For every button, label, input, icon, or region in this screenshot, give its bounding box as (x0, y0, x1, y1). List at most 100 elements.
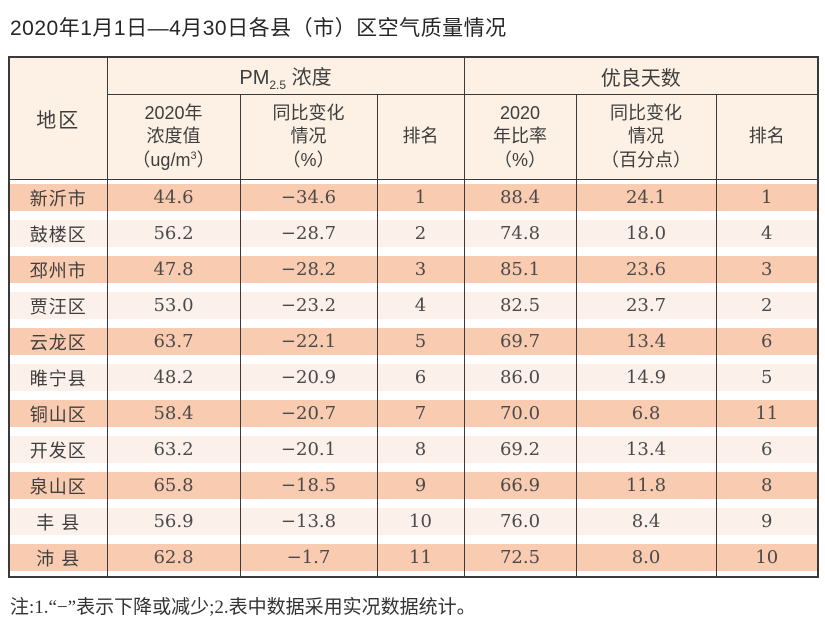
cell-rank: 1 (715, 179, 819, 216)
table-row: 新沂市 44.6 −34.6 1 88.4 24.1 1 (8, 179, 819, 216)
table-row: 邳州市 47.8 −28.2 3 85.1 23.6 3 (8, 252, 819, 288)
table-row: 丰 县 56.9 −13.8 10 76.0 8.4 9 (8, 504, 819, 540)
header-pm-value: 2020年 浓度值 （ug/m3） (106, 94, 241, 180)
cell-rate: 74.8 (463, 216, 577, 252)
cell-rank: 5 (715, 360, 819, 396)
cell-region: 开发区 (8, 432, 108, 468)
cell-rate-change: 14.9 (575, 360, 717, 396)
cell-pm-value: 56.2 (106, 216, 241, 252)
cell-pm-value: 65.8 (106, 468, 241, 504)
pm-value-line3a: （ug/m (132, 149, 191, 170)
cell-rate: 66.9 (463, 468, 577, 504)
header-region: 地区 (8, 56, 108, 180)
header-days-rate: 2020 年比率 （%） (463, 94, 577, 180)
table-row: 睢宁县 48.2 −20.9 6 86.0 14.9 5 (8, 360, 819, 396)
cell-pm-rank: 11 (376, 540, 465, 577)
cell-pm-value: 44.6 (106, 179, 241, 216)
cell-rate-change: 18.0 (575, 216, 717, 252)
cell-pm-rank: 5 (376, 324, 465, 360)
header-days-rank: 排名 (715, 94, 819, 180)
header-days-group: 优良天数 (463, 56, 819, 95)
table-row: 贾汪区 53.0 −23.2 4 82.5 23.7 2 (8, 288, 819, 324)
cell-pm-change: −1.7 (239, 540, 378, 577)
cell-pm-rank: 10 (376, 504, 465, 540)
cell-region: 泉山区 (8, 468, 108, 504)
cell-pm-change: −20.9 (239, 360, 378, 396)
cell-rate: 86.0 (463, 360, 577, 396)
header-pm-change: 同比变化 情况 （%） (239, 94, 378, 180)
cell-pm-rank: 4 (376, 288, 465, 324)
cell-pm-change: −20.1 (239, 432, 378, 468)
header-pm-rank: 排名 (376, 94, 465, 180)
cell-rank: 8 (715, 468, 819, 504)
cell-pm-value: 53.0 (106, 288, 241, 324)
pm-value-line3b: ） (196, 149, 215, 170)
cell-rank: 3 (715, 252, 819, 288)
cell-rate: 85.1 (463, 252, 577, 288)
cell-pm-change: −22.1 (239, 324, 378, 360)
cell-pm-value: 63.7 (106, 324, 241, 360)
cell-pm-rank: 1 (376, 179, 465, 216)
group-header-row: 地区 PM2.5 浓度 优良天数 (8, 56, 819, 180)
cell-pm-rank: 8 (376, 432, 465, 468)
cell-region: 邳州市 (8, 252, 108, 288)
cell-rate: 69.2 (463, 432, 577, 468)
cell-pm-change: −20.7 (239, 396, 378, 432)
cell-region: 睢宁县 (8, 360, 108, 396)
cell-rate-change: 8.0 (575, 540, 717, 577)
pm25-suffix: 浓度 (286, 66, 332, 89)
cell-rate: 88.4 (463, 179, 577, 216)
cell-rate-change: 11.8 (575, 468, 717, 504)
cell-rank: 9 (715, 504, 819, 540)
cell-rate-change: 23.7 (575, 288, 717, 324)
cell-region: 沛 县 (8, 540, 108, 577)
cell-rate-change: 24.1 (575, 179, 717, 216)
table-body: 新沂市 44.6 −34.6 1 88.4 24.1 1 鼓楼区 56.2 −2… (8, 179, 819, 577)
cell-pm-change: −28.2 (239, 252, 378, 288)
cell-rank: 4 (715, 216, 819, 252)
cell-rate: 82.5 (463, 288, 577, 324)
cell-rank: 11 (715, 396, 819, 432)
header-days-change: 同比变化 情况 （百分点） (575, 94, 717, 180)
pm-value-superscript: 3 (190, 149, 197, 162)
cell-pm-value: 56.9 (106, 504, 241, 540)
cell-rank: 6 (715, 324, 819, 360)
table-row: 沛 县 62.8 −1.7 11 72.5 8.0 10 (8, 540, 819, 577)
cell-rank: 2 (715, 288, 819, 324)
cell-rate-change: 8.4 (575, 504, 717, 540)
page-title: 2020年1月1日—4月30日各县（市）区空气质量情况 (10, 17, 507, 40)
pm25-subscript: 2.5 (269, 77, 287, 92)
cell-rate-change: 13.4 (575, 324, 717, 360)
pm-value-line2: 浓度值 (146, 126, 201, 147)
header-pm25-group: PM2.5 浓度 (106, 56, 465, 95)
table-row: 鼓楼区 56.2 −28.7 2 74.8 18.0 4 (8, 216, 819, 252)
cell-pm-value: 58.4 (106, 396, 241, 432)
cell-pm-rank: 7 (376, 396, 465, 432)
cell-region: 丰 县 (8, 504, 108, 540)
cell-pm-rank: 9 (376, 468, 465, 504)
cell-rank: 10 (715, 540, 819, 577)
cell-rate: 70.0 (463, 396, 577, 432)
cell-pm-value: 47.8 (106, 252, 241, 288)
pm-value-line1: 2020年 (144, 102, 203, 123)
cell-pm-change: −34.6 (239, 179, 378, 216)
pm25-prefix: PM (239, 66, 270, 89)
table-row: 泉山区 65.8 −18.5 9 66.9 11.8 8 (8, 468, 819, 504)
cell-region: 鼓楼区 (8, 216, 108, 252)
cell-region: 新沂市 (8, 179, 108, 216)
cell-pm-rank: 2 (376, 216, 465, 252)
cell-pm-value: 48.2 (106, 360, 241, 396)
footnote: 注:1.“−”表示下降或减少;2.表中数据采用实况数据统计。 (10, 597, 476, 618)
sub-header-row: 2020年 浓度值 （ug/m3） 同比变化 情况 （%） 排名 2020 年比… (9, 94, 819, 180)
cell-rank: 6 (715, 432, 819, 468)
cell-rate-change: 13.4 (575, 432, 717, 468)
cell-pm-rank: 6 (376, 360, 465, 396)
cell-region: 云龙区 (8, 324, 108, 360)
cell-pm-change: −28.7 (239, 216, 378, 252)
cell-rate: 72.5 (463, 540, 577, 577)
cell-pm-value: 63.2 (106, 432, 241, 468)
table-row: 开发区 63.2 −20.1 8 69.2 13.4 6 (8, 432, 819, 468)
cell-pm-change: −18.5 (239, 468, 378, 504)
cell-pm-value: 62.8 (106, 540, 241, 577)
